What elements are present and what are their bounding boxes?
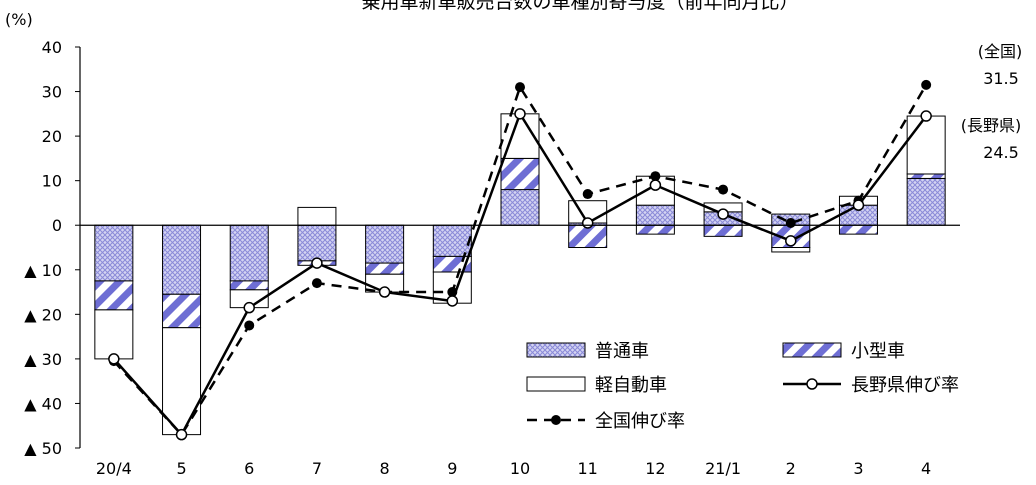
point-nagano bbox=[175, 428, 188, 441]
point-zenkoku bbox=[515, 82, 525, 93]
x-tick-label: 21/1 bbox=[705, 459, 741, 478]
point-zenkoku bbox=[718, 184, 729, 195]
point-zenkoku bbox=[921, 79, 932, 90]
annotation-nagano-label: (長野県) bbox=[961, 116, 1022, 135]
legend-label-kogata: 小型車 bbox=[851, 341, 905, 362]
bar-segment-kogata bbox=[838, 224, 878, 235]
point-nagano bbox=[514, 108, 526, 120]
y-tick-label: 40 bbox=[42, 38, 62, 57]
y-tick-label: 0 bbox=[52, 216, 62, 235]
legend-label-nagano: 長野県伸び率 bbox=[851, 375, 959, 396]
y-tick-label: 20 bbox=[42, 127, 62, 146]
bar-segment-kei bbox=[94, 309, 134, 360]
point-nagano bbox=[243, 301, 255, 314]
x-tick-label: 10 bbox=[510, 459, 530, 478]
bar-layer bbox=[94, 113, 946, 436]
legend-marker-nagano bbox=[806, 378, 818, 390]
x-tick-label: 20/4 bbox=[96, 459, 132, 478]
point-nagano bbox=[852, 199, 865, 211]
legend-swatch-kogata bbox=[782, 342, 842, 358]
y-tick-label: ▲ 50 bbox=[24, 439, 62, 458]
bar-segment-kogata bbox=[365, 262, 405, 275]
x-tick-label: 12 bbox=[645, 459, 665, 478]
legend-label-futsu: 普通車 bbox=[595, 341, 649, 362]
bar-segment-futsu bbox=[500, 189, 540, 226]
x-tick-label: 11 bbox=[578, 459, 598, 478]
bar-segment-futsu bbox=[297, 224, 337, 262]
point-zenkoku bbox=[650, 171, 661, 182]
point-zenkoku bbox=[244, 320, 255, 331]
line-layer bbox=[108, 79, 932, 441]
point-nagano bbox=[311, 257, 323, 269]
axes bbox=[79, 47, 960, 448]
x-axis: 20/4 5 6 7 8 9 10 11 12 21/1 2 3 4 bbox=[96, 459, 931, 478]
bar-segment-kogata bbox=[500, 157, 540, 191]
point-nagano bbox=[717, 208, 729, 220]
x-tick-label: 4 bbox=[921, 459, 931, 478]
bar-segment-kei bbox=[162, 327, 202, 436]
legend-swatch-futsu bbox=[526, 342, 586, 358]
bar-segment-kei bbox=[906, 115, 946, 175]
bar-segment-kogata bbox=[703, 224, 743, 237]
annotation-nagano-value: 24.5 bbox=[983, 143, 1019, 162]
point-zenkoku bbox=[447, 287, 458, 298]
bar-segment-kei bbox=[297, 206, 337, 226]
bar-segment-kogata bbox=[94, 280, 134, 311]
bar-segment-futsu bbox=[162, 224, 202, 295]
point-zenkoku bbox=[582, 189, 593, 200]
y-tick-label: 10 bbox=[42, 172, 62, 191]
bar-segment-futsu bbox=[229, 224, 269, 282]
legend: 普通車 小型車 軽自動車 長野県伸び率 全国伸び率 bbox=[526, 341, 959, 432]
legend-swatch-kei bbox=[526, 376, 586, 392]
point-zenkoku bbox=[311, 278, 322, 289]
point-nagano bbox=[446, 295, 459, 307]
y-axis-unit: (%) bbox=[5, 10, 33, 29]
point-nagano bbox=[108, 353, 120, 365]
point-nagano bbox=[785, 235, 797, 247]
y-tick-label: ▲ 30 bbox=[24, 350, 62, 369]
point-nagano bbox=[581, 217, 594, 229]
point-nagano bbox=[649, 179, 662, 191]
bar-segment-futsu bbox=[906, 177, 946, 226]
x-tick-label: 6 bbox=[244, 459, 254, 478]
bar-segment-futsu bbox=[94, 224, 134, 282]
bar-segment-kogata bbox=[635, 224, 675, 235]
y-tick-label: ▲ 10 bbox=[24, 261, 62, 280]
bar-segment-kogata bbox=[162, 293, 202, 329]
x-tick-label: 7 bbox=[312, 459, 322, 478]
annotations: (全国) 31.5 (長野県) 24.5 bbox=[961, 42, 1023, 162]
x-tick-label: 3 bbox=[853, 459, 863, 478]
annotation-national-label: (全国) bbox=[978, 42, 1023, 61]
bar-segment-kogata bbox=[229, 280, 269, 291]
y-tick-label: ▲ 40 bbox=[24, 394, 62, 413]
point-nagano bbox=[378, 286, 391, 298]
point-nagano bbox=[920, 110, 932, 122]
bar-segment-kei bbox=[771, 247, 811, 253]
annotation-national-value: 31.5 bbox=[983, 69, 1019, 88]
x-tick-label: 5 bbox=[176, 459, 186, 478]
y-axis: 40 30 20 10 0 ▲ 10 ▲ 20 ▲ 30 ▲ 40 ▲ 50 bbox=[24, 38, 80, 458]
bar-segment-kogata bbox=[906, 173, 946, 179]
point-zenkoku bbox=[785, 217, 796, 228]
chart-title: 乗用車新車販売台数の車種別寄与度（前年同月比） bbox=[361, 0, 798, 13]
y-tick-label: 30 bbox=[42, 83, 62, 102]
y-tick-label: ▲ 20 bbox=[24, 305, 62, 324]
legend-label-zenkoku: 全国伸び率 bbox=[595, 411, 685, 432]
x-tick-label: 8 bbox=[380, 459, 390, 478]
legend-label-kei: 軽自動車 bbox=[595, 375, 667, 396]
bar-segment-futsu bbox=[432, 224, 472, 257]
bar-segment-futsu bbox=[365, 224, 405, 264]
x-tick-label: 2 bbox=[786, 459, 796, 478]
bar-segment-futsu bbox=[635, 204, 675, 226]
x-tick-label: 9 bbox=[447, 459, 457, 478]
legend-marker-zenkoku bbox=[551, 415, 561, 425]
